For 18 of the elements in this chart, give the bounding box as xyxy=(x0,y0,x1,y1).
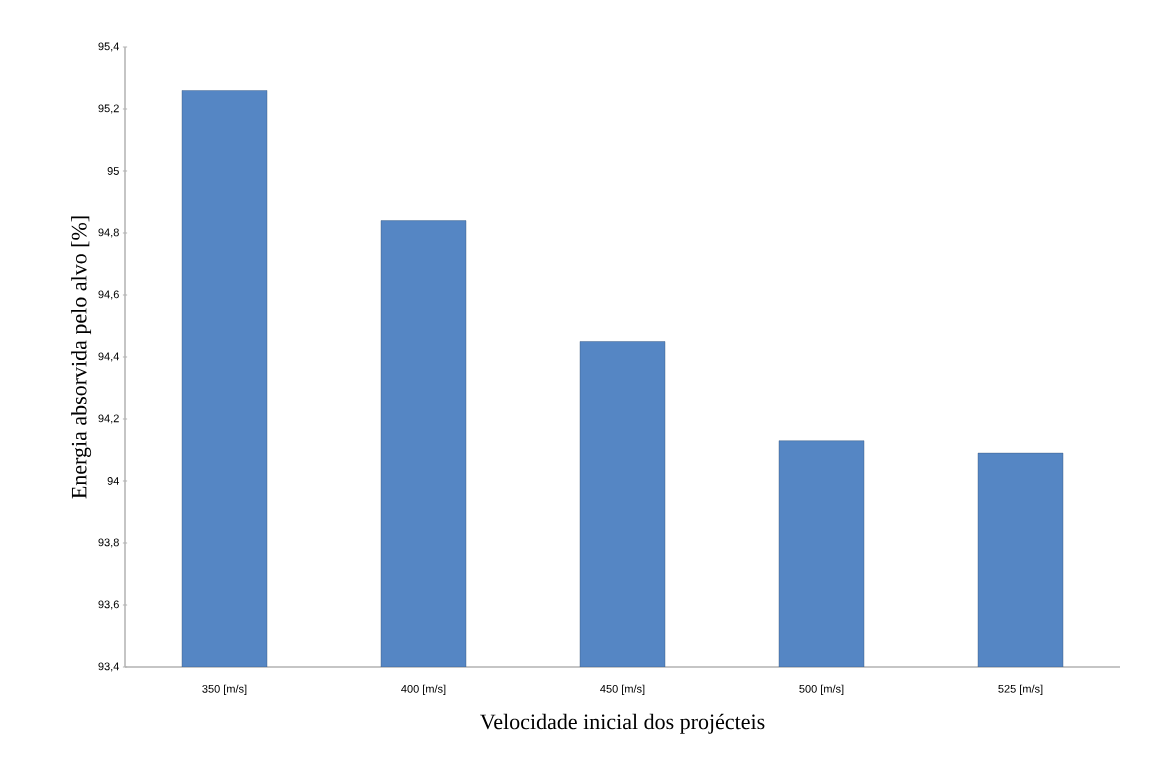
y-tick-label: 95 xyxy=(107,167,119,175)
x-tick-label: 525 [m/s] xyxy=(998,684,1043,695)
y-tick-label: 94,6 xyxy=(98,290,119,300)
y-tick-label: 93,4 xyxy=(98,662,120,672)
x-tick-label: 400 [m/s] xyxy=(401,684,446,695)
y-tick-label: 93,6 xyxy=(98,600,119,610)
x-tick-label: 500 [m/s] xyxy=(799,684,844,695)
x-axis-title: Velocidade inicial dos projécteis xyxy=(480,713,765,734)
x-tick-label: 350 [m/s] xyxy=(202,684,247,695)
y-tick-label: 94,2 xyxy=(98,414,119,424)
y-tick-label: 95,2 xyxy=(98,104,119,114)
y-tick-label: 94,8 xyxy=(98,228,119,238)
y-axis-title: Energia absorvida pelo alvo [%] xyxy=(71,216,92,499)
x-tick-label: 450 [m/s] xyxy=(600,684,645,695)
y-tick-label: 94 xyxy=(107,477,120,485)
y-tick-label: 93,8 xyxy=(98,538,119,548)
y-tick-label: 95,4 xyxy=(98,42,120,52)
y-tick-label: 94,4 xyxy=(98,352,120,362)
